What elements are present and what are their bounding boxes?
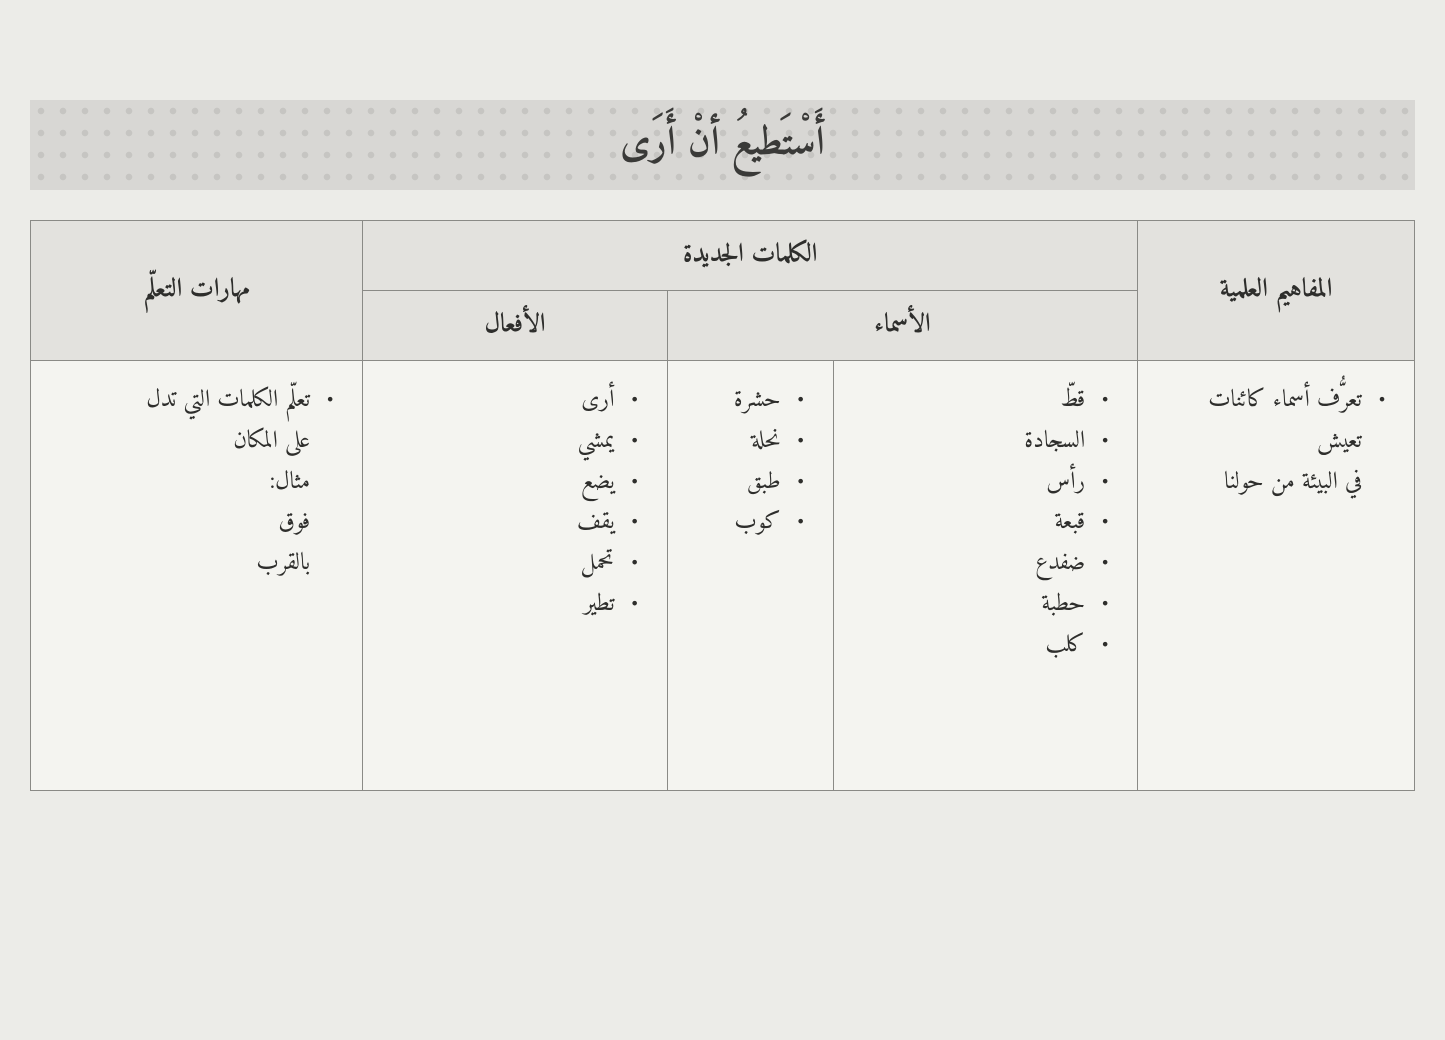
- list-item: حشرة: [688, 381, 805, 422]
- nouns-col1-cell: قطّالسجادةرأسقبعةضفدعحطبةكلب: [833, 361, 1137, 791]
- list-item: قطّ: [854, 381, 1109, 422]
- table-header-row-1: المفاهيم العلمية الكلمات الجديدة مهارات …: [31, 221, 1415, 291]
- list-item: تطير: [383, 585, 638, 626]
- concept-line1: تعرُّف أسماء كائنات تعيش: [1158, 381, 1362, 463]
- skills-sub: على المكانمثال:فوقبالقرب: [51, 422, 334, 585]
- list-item: كلب: [854, 626, 1109, 667]
- header-concepts: المفاهيم العلمية: [1138, 221, 1415, 361]
- nouns-col2-cell: حشرةنحلةطبقكوب: [667, 361, 833, 791]
- list-item: طبق: [688, 463, 805, 504]
- skills-sub-line: فوق: [51, 503, 310, 544]
- table-body-row: تعرُّف أسماء كائنات تعيش في البيئة من حو…: [31, 361, 1415, 791]
- skills-lead: تعلّم الكلمات التي تدل: [51, 381, 334, 422]
- document-page: أَسْتَطيعُ أنْ أَرَى المفاهيم العلمية ال…: [0, 0, 1445, 821]
- title-banner: أَسْتَطيعُ أنْ أَرَى: [30, 100, 1415, 190]
- list-item: يقف: [383, 503, 638, 544]
- skills-block: تعلّم الكلمات التي تدل على المكانمثال:فو…: [51, 381, 334, 585]
- verbs-list: أرىيمشييضعيقفتحملتطير: [383, 381, 638, 626]
- list-item: نحلة: [688, 422, 805, 463]
- list-item: حطبة: [854, 585, 1109, 626]
- list-item: رأس: [854, 463, 1109, 504]
- header-skills: مهارات التعلّم: [31, 221, 363, 361]
- header-new-words: الكلمات الجديدة: [363, 221, 1138, 291]
- header-verbs: الأفعال: [363, 291, 667, 361]
- page-title: أَسْتَطيعُ أنْ أَرَى: [620, 110, 825, 180]
- concept-line2: في البيئة من حولنا: [1158, 463, 1362, 504]
- nouns-list-1: قطّالسجادةرأسقبعةضفدعحطبةكلب: [854, 381, 1109, 667]
- list-item: تحمل: [383, 544, 638, 585]
- skills-cell: تعلّم الكلمات التي تدل على المكانمثال:فو…: [31, 361, 363, 791]
- vocabulary-table: المفاهيم العلمية الكلمات الجديدة مهارات …: [30, 220, 1415, 791]
- nouns-list-2: حشرةنحلةطبقكوب: [688, 381, 805, 544]
- skills-sub-line: على المكان: [51, 422, 310, 463]
- skills-sub-line: مثال:: [51, 463, 310, 504]
- verbs-cell: أرىيمشييضعيقفتحملتطير: [363, 361, 667, 791]
- concept-item: تعرُّف أسماء كائنات تعيش في البيئة من حو…: [1158, 381, 1386, 503]
- list-item: يمشي: [383, 422, 638, 463]
- list-item: يضع: [383, 463, 638, 504]
- header-nouns: الأسماء: [667, 291, 1138, 361]
- skills-sub-line: بالقرب: [51, 544, 310, 585]
- concepts-cell: تعرُّف أسماء كائنات تعيش في البيئة من حو…: [1138, 361, 1415, 791]
- list-item: قبعة: [854, 503, 1109, 544]
- list-item: كوب: [688, 503, 805, 544]
- list-item: ضفدع: [854, 544, 1109, 585]
- list-item: أرى: [383, 381, 638, 422]
- list-item: السجادة: [854, 422, 1109, 463]
